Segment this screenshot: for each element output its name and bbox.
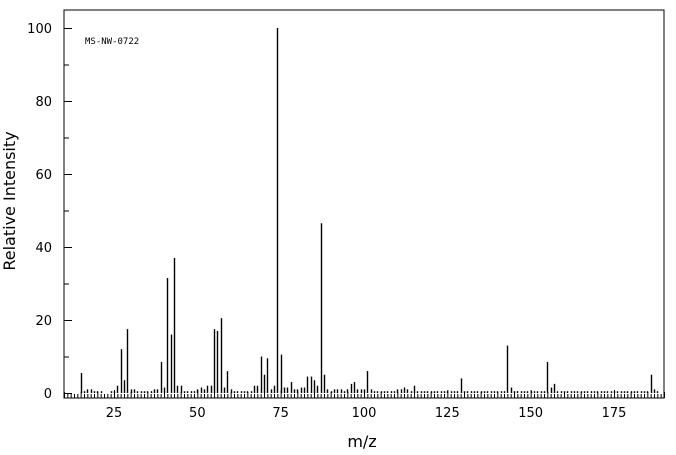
y-tick-label: 80	[35, 95, 52, 110]
y-tick-label: 60	[35, 168, 52, 183]
y-tick-label: 100	[27, 22, 52, 37]
spectrum-id-label: MS-NW-0722	[85, 37, 139, 47]
plot-frame	[63, 9, 665, 399]
x-tick-label: 150	[518, 406, 543, 421]
x-tick-label: 125	[435, 406, 460, 421]
y-axis-title: Relative Intensity	[0, 131, 19, 270]
y-tick-label: 20	[35, 314, 52, 329]
x-tick-label: 75	[272, 406, 289, 421]
x-axis-title: m/z	[347, 432, 376, 451]
x-tick-label: 50	[189, 406, 206, 421]
x-tick-label: 175	[602, 406, 627, 421]
y-tick-label: 0	[44, 387, 52, 402]
x-tick-label: 25	[106, 406, 123, 421]
y-axis-ticks: 0 20 40 60 80 100	[27, 22, 72, 402]
x-tick-label: 100	[352, 406, 377, 421]
x-axis-ticks: 25 50 75 100 125 150 175	[64, 390, 665, 421]
y-tick-label: 40	[35, 241, 52, 256]
peak-series	[80, 28, 659, 393]
